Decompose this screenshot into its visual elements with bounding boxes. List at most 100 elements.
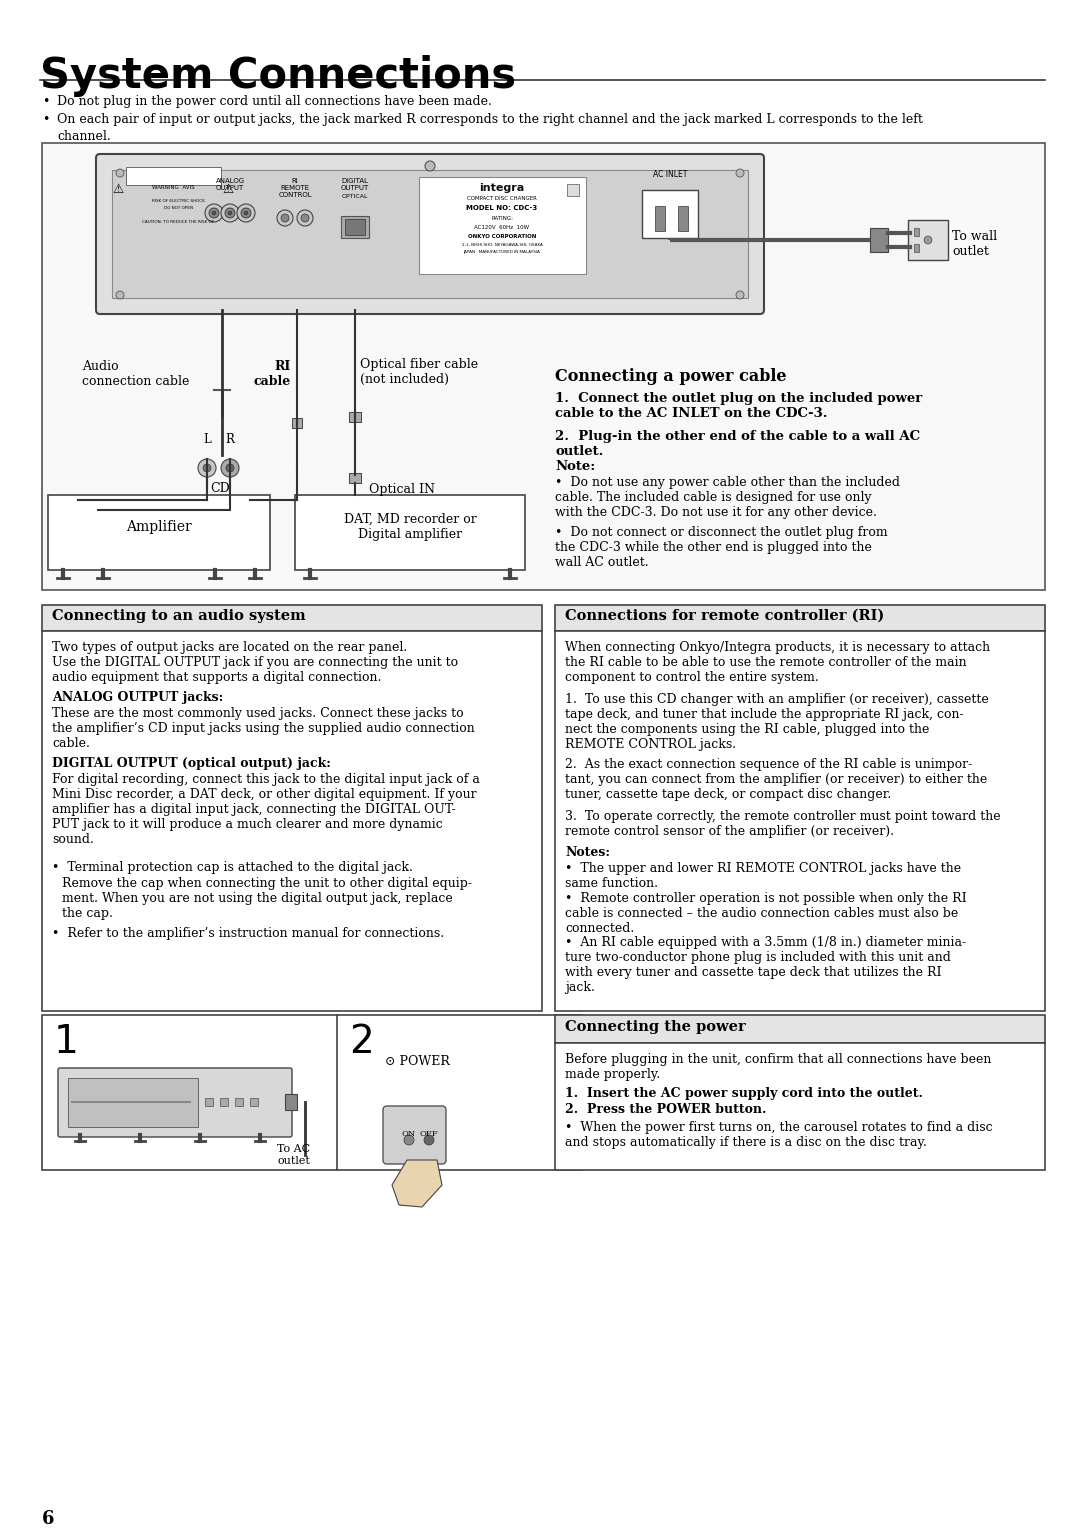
Bar bbox=[42, 605, 542, 631]
Text: AC INLET: AC INLET bbox=[652, 170, 687, 179]
Bar bbox=[914, 244, 919, 252]
Text: •  The upper and lower RI REMOTE CONTROL jacks have the
same function.: • The upper and lower RI REMOTE CONTROL … bbox=[565, 862, 961, 889]
Text: DIGITAL
OUTPUT: DIGITAL OUTPUT bbox=[341, 177, 369, 191]
Bar bbox=[654, 206, 665, 231]
Text: Optical fiber cable
(not included): Optical fiber cable (not included) bbox=[360, 358, 478, 387]
Text: •  An RI cable equipped with a 3.5mm (1/8 in.) diameter minia-
ture two-conducto: • An RI cable equipped with a 3.5mm (1/8… bbox=[565, 937, 967, 995]
Text: L: L bbox=[203, 432, 211, 446]
Text: 1.  To use this CD changer with an amplifier (or receiver), cassette
tape deck, : 1. To use this CD changer with an amplif… bbox=[565, 694, 989, 750]
Bar bbox=[642, 189, 698, 238]
Circle shape bbox=[241, 208, 251, 219]
Text: 3.  To operate correctly, the remote controller must point toward the
remote con: 3. To operate correctly, the remote cont… bbox=[565, 810, 1001, 837]
Circle shape bbox=[276, 209, 293, 226]
FancyBboxPatch shape bbox=[96, 154, 764, 313]
Text: Connecting the power: Connecting the power bbox=[565, 1021, 746, 1034]
Text: Connections for remote controller (RI): Connections for remote controller (RI) bbox=[565, 610, 885, 623]
Text: 2-1, NISHI-SHO, NEYAGAWA-SHI, OSAKA: 2-1, NISHI-SHO, NEYAGAWA-SHI, OSAKA bbox=[461, 243, 542, 248]
Bar bbox=[235, 1099, 243, 1106]
FancyBboxPatch shape bbox=[112, 170, 748, 298]
FancyBboxPatch shape bbox=[58, 1068, 292, 1137]
Circle shape bbox=[735, 290, 744, 299]
Text: •  Do not connect or disconnect the outlet plug from
the CDC-3 while the other e: • Do not connect or disconnect the outle… bbox=[555, 526, 888, 568]
Circle shape bbox=[212, 211, 216, 215]
Bar bbox=[220, 1099, 228, 1106]
Bar bbox=[48, 495, 270, 570]
Text: COMPACT DISC CHANGER: COMPACT DISC CHANGER bbox=[467, 196, 537, 202]
Text: JAPAN   MANUFACTURED IN MALAYSIA: JAPAN MANUFACTURED IN MALAYSIA bbox=[463, 251, 540, 254]
Text: ONKYO CORPORATION: ONKYO CORPORATION bbox=[468, 234, 536, 238]
Text: RISK OF ELECTRIC SHOCK: RISK OF ELECTRIC SHOCK bbox=[151, 199, 204, 203]
Bar bbox=[555, 1044, 1045, 1170]
Bar bbox=[285, 1094, 297, 1109]
Circle shape bbox=[404, 1135, 414, 1144]
Text: Connecting to an audio system: Connecting to an audio system bbox=[52, 610, 306, 623]
Text: System Connections: System Connections bbox=[40, 55, 516, 96]
Circle shape bbox=[116, 290, 124, 299]
Text: To wall
outlet: To wall outlet bbox=[951, 231, 997, 258]
Bar bbox=[555, 631, 1045, 1012]
Text: •: • bbox=[42, 95, 50, 108]
Text: AC120V  60Hz  10W: AC120V 60Hz 10W bbox=[474, 225, 529, 231]
Circle shape bbox=[225, 208, 235, 219]
Text: ON: ON bbox=[402, 1131, 416, 1138]
Text: •  When the power first turns on, the carousel rotates to find a disc
and stops : • When the power first turns on, the car… bbox=[565, 1122, 993, 1149]
Bar bbox=[349, 413, 361, 422]
Text: 2.  Press the POWER button.: 2. Press the POWER button. bbox=[565, 1103, 767, 1115]
Bar bbox=[555, 605, 1045, 631]
Text: R: R bbox=[226, 432, 234, 446]
Circle shape bbox=[210, 208, 219, 219]
Text: integra: integra bbox=[480, 183, 525, 193]
Text: ANALOG
OUTPUT: ANALOG OUTPUT bbox=[215, 177, 244, 191]
Text: Amplifier: Amplifier bbox=[126, 520, 192, 533]
Text: Do not plug in the power cord until all connections have been made.: Do not plug in the power cord until all … bbox=[57, 95, 491, 108]
Circle shape bbox=[237, 205, 255, 222]
Bar bbox=[42, 144, 1045, 590]
Bar bbox=[345, 219, 365, 235]
Bar bbox=[42, 1015, 582, 1170]
Circle shape bbox=[226, 465, 234, 472]
Text: To AC
outlet: To AC outlet bbox=[276, 1144, 310, 1166]
Bar bbox=[870, 228, 888, 252]
Text: On each pair of input or output jacks, the jack marked R corresponds to the righ: On each pair of input or output jacks, t… bbox=[57, 113, 923, 125]
Text: 6: 6 bbox=[42, 1510, 54, 1528]
Text: OPTICAL: OPTICAL bbox=[341, 194, 368, 199]
Text: DAT, MD recorder or
Digital amplifier: DAT, MD recorder or Digital amplifier bbox=[343, 513, 476, 541]
Text: 1.  Insert the AC power supply cord into the outlet.: 1. Insert the AC power supply cord into … bbox=[565, 1086, 923, 1100]
Text: CD: CD bbox=[211, 481, 230, 495]
Text: 2.  Plug-in the other end of the cable to a wall AC
outlet.: 2. Plug-in the other end of the cable to… bbox=[555, 429, 920, 458]
Polygon shape bbox=[392, 1160, 442, 1207]
Circle shape bbox=[221, 458, 239, 477]
Text: •  Refer to the amplifier’s instruction manual for connections.: • Refer to the amplifier’s instruction m… bbox=[52, 927, 444, 940]
Text: •  Remote controller operation is not possible when only the RI
cable is connect: • Remote controller operation is not pos… bbox=[565, 892, 967, 935]
Circle shape bbox=[281, 214, 289, 222]
Text: Two types of output jacks are located on the rear panel.
Use the DIGITAL OUTPUT : Two types of output jacks are located on… bbox=[52, 642, 458, 685]
FancyBboxPatch shape bbox=[383, 1106, 446, 1164]
Text: channel.: channel. bbox=[57, 130, 111, 144]
Text: ⚠: ⚠ bbox=[222, 183, 233, 196]
Bar bbox=[42, 631, 542, 1012]
Circle shape bbox=[244, 211, 248, 215]
Text: 2: 2 bbox=[349, 1024, 374, 1060]
Text: RI
cable: RI cable bbox=[254, 361, 291, 388]
Text: RI
REMOTE
CONTROL: RI REMOTE CONTROL bbox=[279, 177, 312, 199]
Bar bbox=[914, 228, 919, 235]
Circle shape bbox=[205, 205, 222, 222]
Bar bbox=[295, 495, 525, 570]
Bar bbox=[292, 419, 302, 428]
Text: •  Do not use any power cable other than the included
cable. The included cable : • Do not use any power cable other than … bbox=[555, 477, 900, 520]
Text: These are the most commonly used jacks. Connect these jacks to
the amplifier’s C: These are the most commonly used jacks. … bbox=[52, 707, 475, 750]
Circle shape bbox=[735, 170, 744, 177]
Circle shape bbox=[228, 211, 232, 215]
Text: CAUTION: TO REDUCE THE RISK OF: CAUTION: TO REDUCE THE RISK OF bbox=[141, 220, 214, 225]
Text: •  Terminal protection cap is attached to the digital jack.: • Terminal protection cap is attached to… bbox=[52, 860, 413, 874]
Text: Remove the cap when connecting the unit to other digital equip-
ment. When you a: Remove the cap when connecting the unit … bbox=[62, 877, 472, 920]
Text: Audio
connection cable: Audio connection cable bbox=[82, 361, 189, 388]
Text: •: • bbox=[42, 113, 50, 125]
Circle shape bbox=[297, 209, 313, 226]
Text: ⚠: ⚠ bbox=[112, 183, 123, 196]
Text: DO NOT OPEN: DO NOT OPEN bbox=[163, 206, 192, 209]
Bar bbox=[341, 215, 369, 238]
Text: DIGITAL OUTPUT (optical output) jack:: DIGITAL OUTPUT (optical output) jack: bbox=[52, 756, 330, 770]
Text: Note:: Note: bbox=[555, 460, 595, 474]
Bar bbox=[68, 1077, 198, 1128]
